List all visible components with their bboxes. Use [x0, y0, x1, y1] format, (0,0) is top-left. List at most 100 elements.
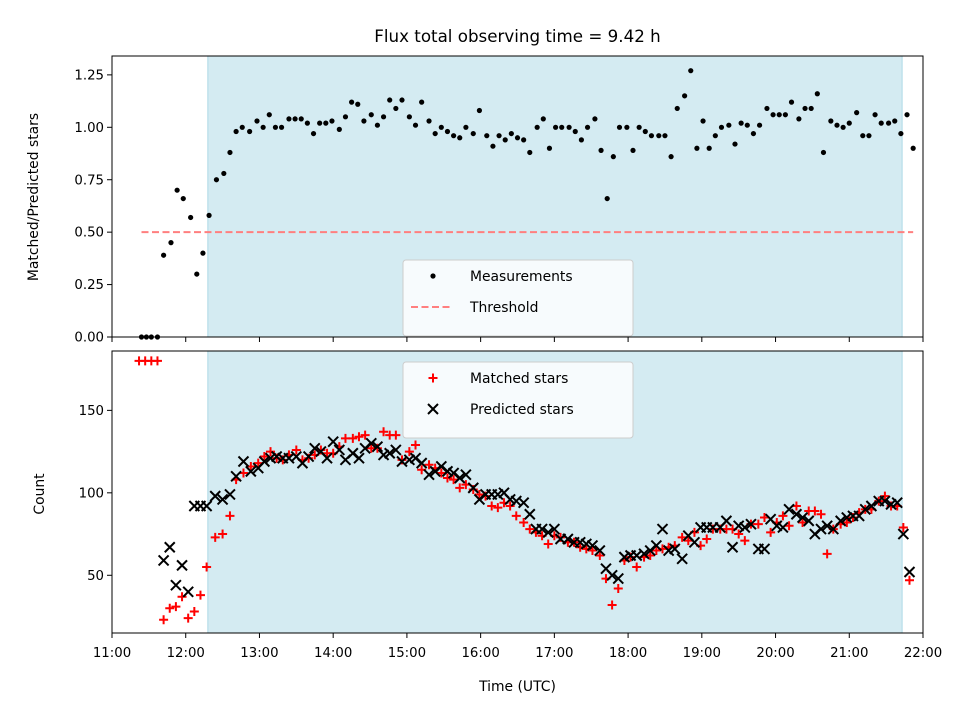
- measurements-point: [846, 120, 852, 126]
- measurements-point: [374, 122, 381, 128]
- predicted-stars-point: [586, 539, 599, 552]
- measurements-point: [292, 116, 298, 122]
- axes-frame: [111, 350, 924, 634]
- measurements-point: [336, 126, 342, 132]
- matched-stars-point: [898, 522, 908, 532]
- predicted-stars-point: [777, 521, 789, 534]
- measurements-point: [636, 124, 642, 130]
- matched-stars-point: [702, 534, 712, 544]
- predicted-stars-point: [333, 444, 346, 456]
- measurements-point: [426, 118, 432, 124]
- matched-stars-point: [613, 583, 623, 593]
- matched-stars-point: [683, 536, 693, 546]
- x-tick-label: 16:00: [461, 646, 499, 661]
- measurements-point: [470, 130, 476, 137]
- measurements-point: [221, 170, 227, 177]
- matched-stars-point: [210, 532, 220, 542]
- x-tick-label: 20:00: [756, 646, 794, 661]
- measurements-point: [247, 128, 253, 135]
- measurements-point: [393, 105, 399, 112]
- measurements-point: [910, 145, 916, 151]
- measurements-point: [260, 124, 266, 130]
- matched-stars-point: [822, 549, 832, 559]
- legend-box: [402, 361, 634, 439]
- predicted-stars-point: [327, 435, 339, 448]
- y-tick-label: 100: [79, 486, 104, 501]
- x-tick-label: 21:00: [830, 646, 868, 661]
- matched-stars-point: [645, 550, 655, 560]
- measurements-point: [706, 145, 712, 151]
- measurements-point: [860, 133, 866, 139]
- predicted-stars-point: [720, 515, 733, 527]
- legend-label-predicted-stars: Predicted stars: [470, 402, 574, 418]
- measurements-point: [432, 130, 438, 137]
- measurements-point: [266, 112, 272, 118]
- predicted-stars-point: [524, 508, 536, 520]
- predicted-stars-point: [390, 444, 402, 456]
- predicted-stars-point: [865, 500, 878, 512]
- matched-stars-point: [816, 509, 826, 519]
- top-panel: 0.00 0.25 0.50 0.75 1.00 1.25 Measurements Thre…: [74, 55, 924, 346]
- y-tick-label: 0.50: [74, 226, 104, 241]
- predicted-stars-point: [542, 526, 554, 539]
- y-tick-label: 1.00: [74, 121, 104, 136]
- measurements-point: [527, 149, 533, 156]
- predicted-stars-point: [176, 559, 188, 572]
- measurements-point: [750, 130, 757, 137]
- measurements-point: [438, 124, 444, 130]
- matched-stars-point: [348, 433, 358, 443]
- measurements-point: [329, 118, 335, 124]
- predicted-stars-point: [454, 472, 466, 484]
- measurements-point: [476, 107, 483, 114]
- measurements-point: [368, 112, 374, 118]
- predicted-stars-point: [745, 518, 757, 530]
- measurements-point: [662, 133, 668, 139]
- measurements-point: [239, 124, 245, 130]
- legend-label-measurements: Measurements: [470, 269, 573, 285]
- matched-stars-point: [784, 521, 794, 531]
- predicted-stars-point: [897, 528, 910, 540]
- matched-stars-point: [511, 511, 521, 521]
- measurements-point: [584, 124, 591, 130]
- predicted-stars-point: [302, 450, 315, 463]
- predicted-stars-point: [245, 465, 257, 478]
- y-tick-label: 150: [79, 404, 104, 419]
- matched-stars-point: [253, 458, 263, 468]
- x-axis-label: Time (UTC): [478, 679, 556, 695]
- x-tick-label: 19:00: [683, 646, 721, 661]
- measurements-point: [361, 118, 367, 124]
- measurements-point: [656, 133, 662, 139]
- y-tick-label: 1.25: [74, 68, 104, 83]
- measurements-point: [840, 124, 846, 130]
- predicted-stars-point: [803, 515, 815, 527]
- predicted-stars-point: [371, 440, 384, 453]
- measurements-point: [744, 122, 750, 128]
- matched-stars-point: [753, 519, 763, 529]
- matched-stars-point: [904, 575, 914, 585]
- matched-stars-point: [842, 518, 852, 528]
- matched-stars-point: [449, 475, 459, 485]
- measurements-point: [828, 118, 834, 124]
- matched-stars-point: [493, 503, 503, 513]
- predicted-stars-point: [726, 541, 739, 553]
- measurements-point: [834, 122, 840, 128]
- measurements-point: [788, 99, 795, 105]
- measurements-point: [227, 149, 233, 156]
- matched-stars-point: [266, 447, 276, 457]
- measurements-point: [712, 133, 718, 139]
- measurements-point: [254, 118, 260, 124]
- measurements-point: [540, 116, 546, 122]
- matched-stars-point: [424, 460, 434, 470]
- predicted-stars-point: [859, 503, 871, 516]
- matched-stars-point: [436, 468, 446, 478]
- predicted-stars-point: [606, 569, 618, 581]
- measurements-point: [484, 133, 490, 139]
- measurements-point: [770, 112, 776, 118]
- predicted-stars-point: [879, 495, 891, 507]
- matched-stars-point: [360, 430, 370, 440]
- measurements-point: [304, 120, 310, 126]
- measurements-point: [782, 112, 788, 118]
- predicted-stars-point: [612, 572, 624, 585]
- predicted-stars-point: [790, 508, 803, 520]
- measurements-point: [444, 128, 451, 135]
